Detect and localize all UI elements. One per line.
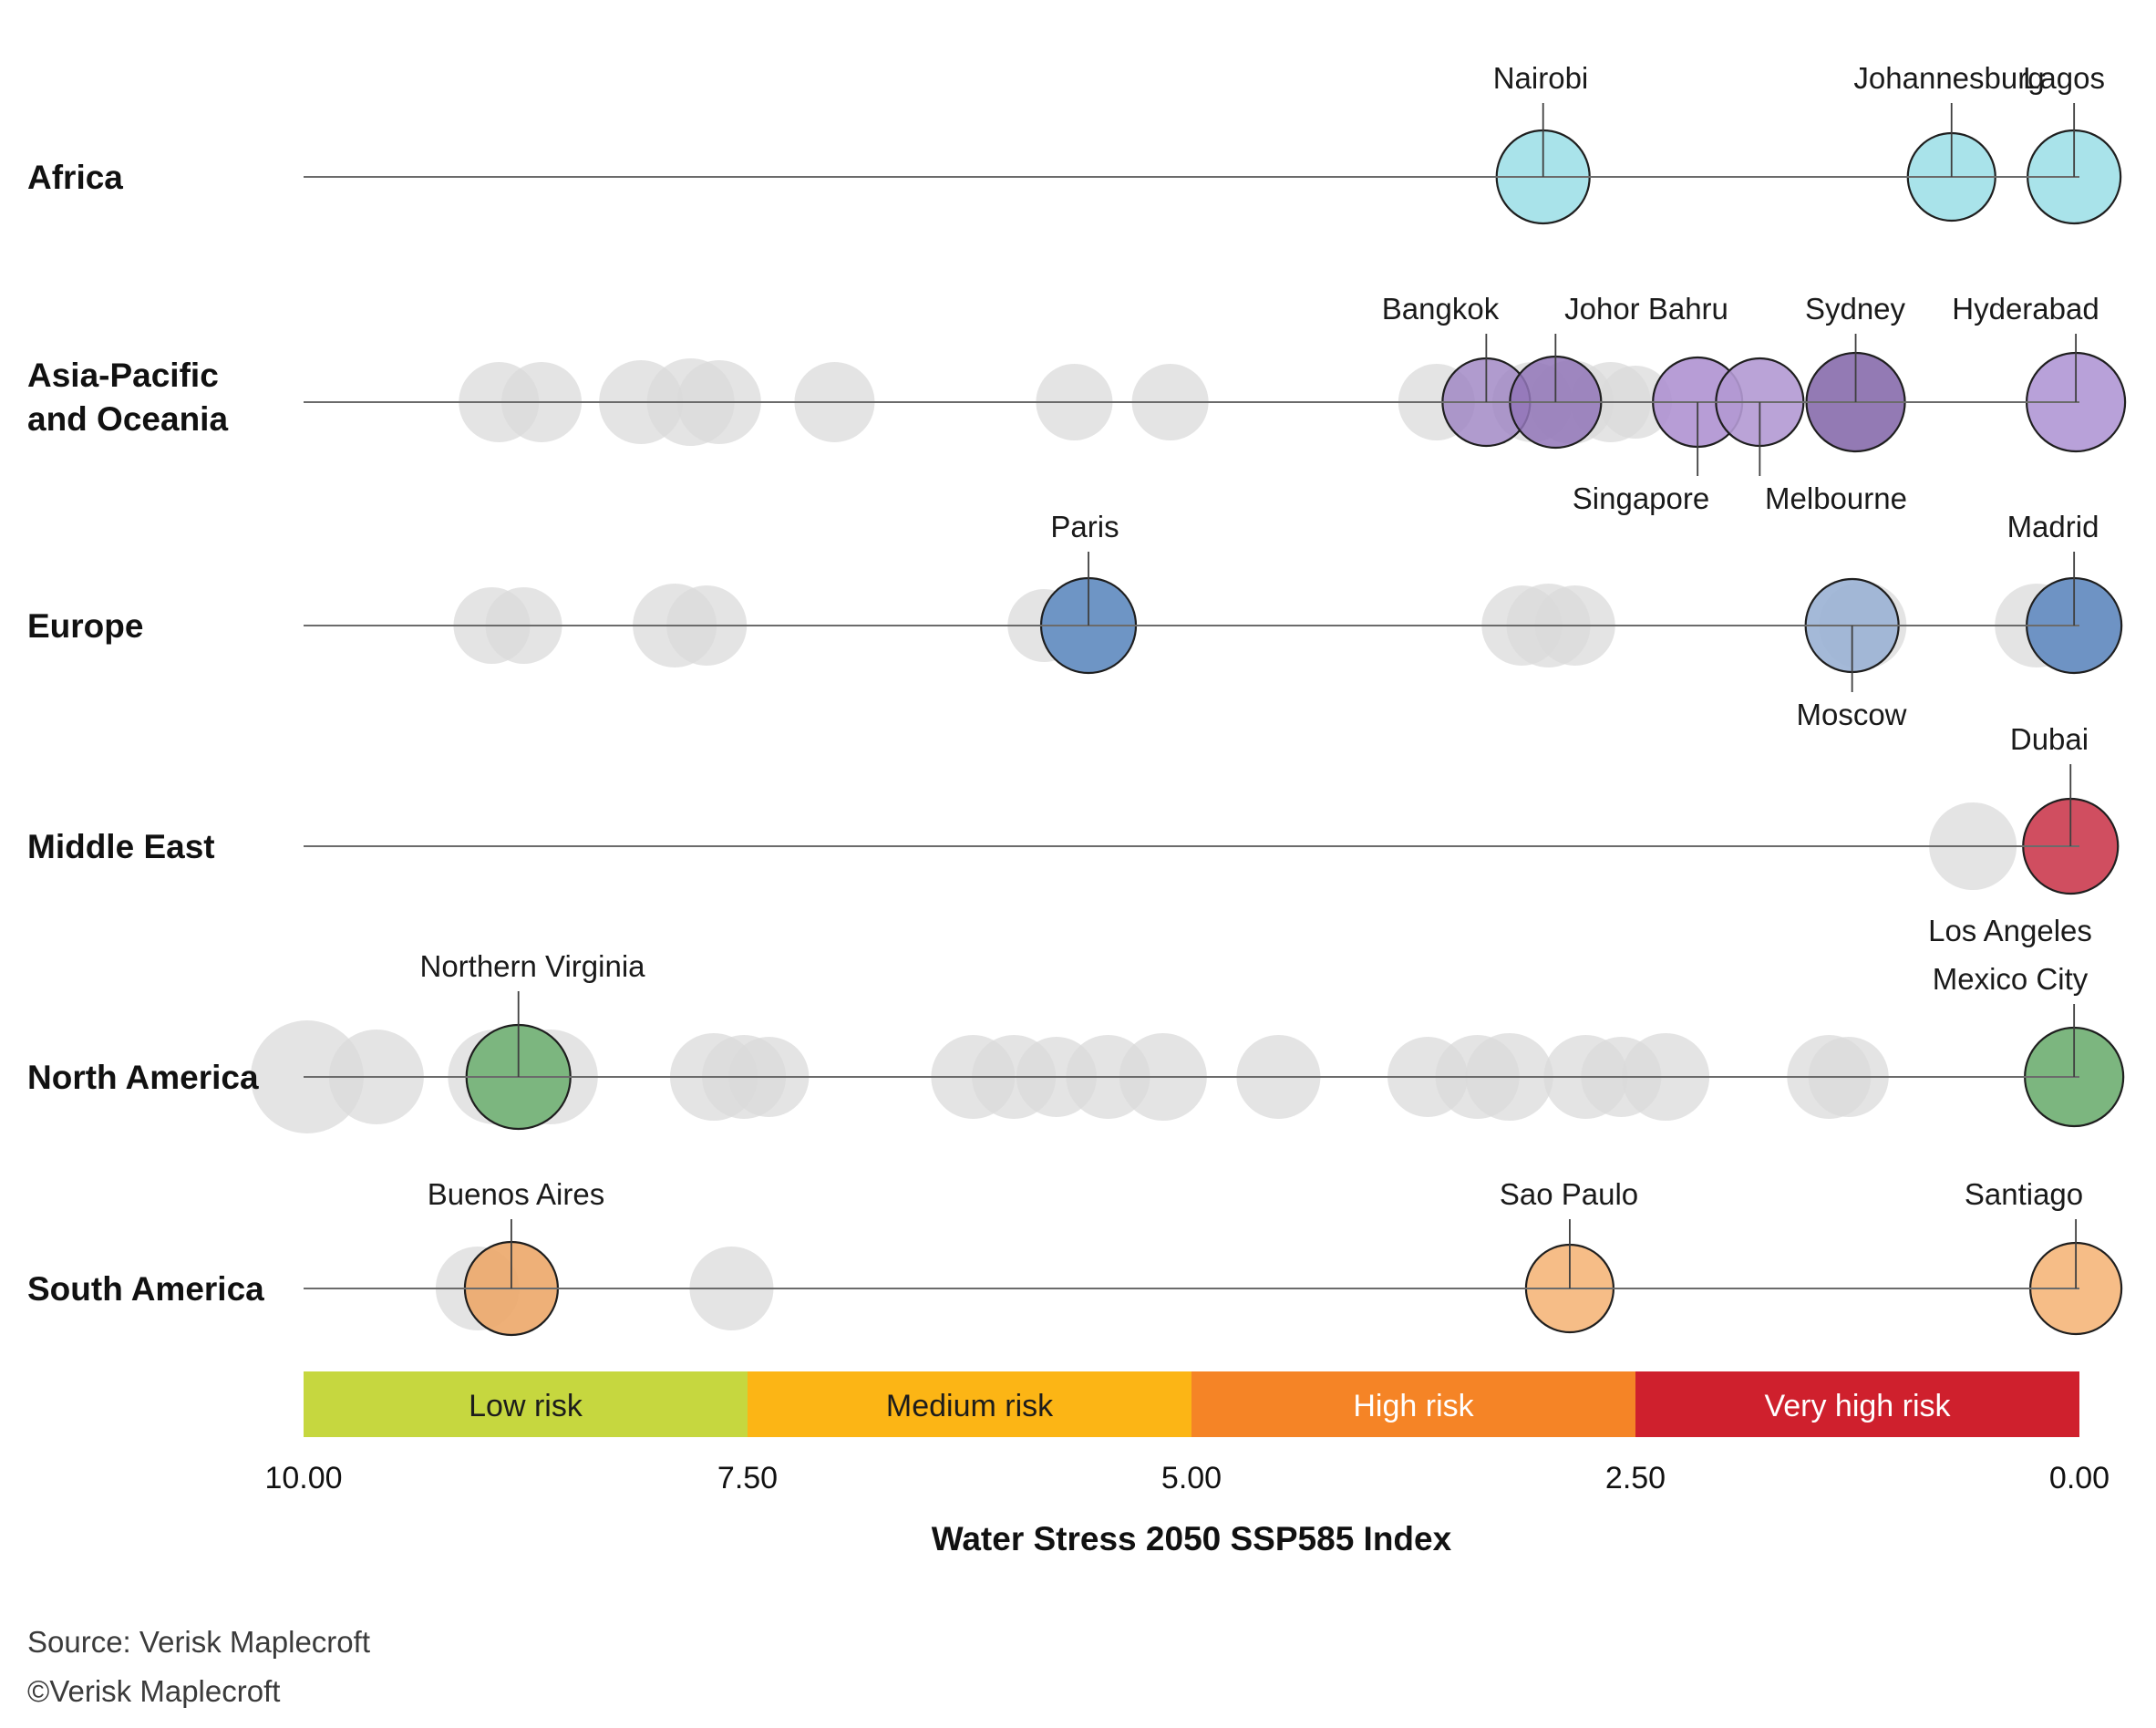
city-label-los-angeles: Los Angeles [1928, 914, 2092, 947]
axis-tick-5.00: 5.00 [1161, 1461, 1222, 1495]
risk-band-label-medium-risk: Medium risk [886, 1389, 1054, 1423]
axis-tick-10.00: 10.00 [264, 1461, 342, 1495]
region-row-asia-pacific-and-oceania: Bangkok Johor Bahru Singapore Melbourne Sydn… [27, 292, 2127, 515]
city-label-sao-paulo: Sao Paulo [1500, 1177, 1638, 1211]
city-label-paris: Paris [1050, 510, 1119, 543]
city-label-bangkok: Bangkok [1382, 292, 1500, 326]
city-label-moscow: Moscow [1796, 698, 1906, 731]
region-label-asia-pacific-and-oceania: and Oceania [27, 400, 228, 438]
axis-tick-7.50: 7.50 [717, 1461, 778, 1495]
city-label-melbourne: Melbourne [1765, 481, 1907, 515]
region-row-middle-east: Dubai Middle East [27, 722, 2120, 895]
city-label-johor-bahru: Johor Bahru [1564, 292, 1728, 326]
risk-band-label-high-risk: High risk [1353, 1389, 1474, 1423]
axis-tick-0.00: 0.00 [2049, 1461, 2110, 1495]
region-label-north-america: North America [27, 1059, 259, 1096]
region-label-middle-east: Middle East [27, 828, 215, 865]
city-label-madrid: Madrid [2007, 510, 2099, 543]
city-label-nairobi: Nairobi [1493, 61, 1589, 95]
city-label-sydney: Sydney [1805, 292, 1906, 326]
city-label-singapore: Singapore [1573, 481, 1709, 515]
region-row-south-america: Buenos Aires Sao Paulo Santiago South Ameri… [27, 1177, 2123, 1337]
city-label-northern-virginia: Northern Virginia [419, 949, 645, 983]
copyright-line: ©Verisk Maplecroft [27, 1674, 280, 1708]
risk-legend-bar: Low risk Medium risk High risk Very high ri… [304, 1371, 2079, 1437]
city-label-santiago: Santiago [1965, 1177, 2083, 1211]
city-label-johannesburg: Johannesburg [1853, 61, 2044, 95]
axis-tick-2.50: 2.50 [1605, 1461, 1666, 1495]
city-label-lagos: Lagos [2023, 61, 2105, 95]
source-line: Source: Verisk Maplecroft [27, 1625, 370, 1659]
city-label-dubai: Dubai [2010, 722, 2089, 756]
city-label-hyderabad: Hyderabad [1952, 292, 2099, 326]
risk-band-label-very-high-risk: Very high risk [1764, 1389, 1951, 1423]
city-label-mexico-city: Mexico City [1933, 962, 2089, 996]
region-label-asia-pacific-and-oceania: Asia-Pacific [27, 357, 219, 394]
region-row-north-america: Northern Virginia Los Angeles Mexico City N… [27, 914, 2125, 1133]
risk-band-medium-risk [748, 1371, 1191, 1437]
risk-band-high-risk [1191, 1371, 1635, 1437]
axis-tick-labels: 10.00 7.50 5.00 2.50 0.00 [264, 1461, 2110, 1495]
region-label-europe: Europe [27, 607, 143, 645]
axis-title: Water Stress 2050 SSP585 Index [932, 1520, 1452, 1557]
risk-band-label-low-risk: Low risk [469, 1389, 583, 1423]
risk-band-very-high-risk [1635, 1371, 2079, 1437]
region-row-europe: Paris Moscow Madrid Europe [27, 510, 2123, 731]
risk-band-low-risk [304, 1371, 748, 1437]
city-label-buenos-aires: Buenos Aires [428, 1177, 604, 1211]
region-label-south-america: South America [27, 1270, 264, 1308]
region-label-africa: Africa [27, 159, 123, 196]
